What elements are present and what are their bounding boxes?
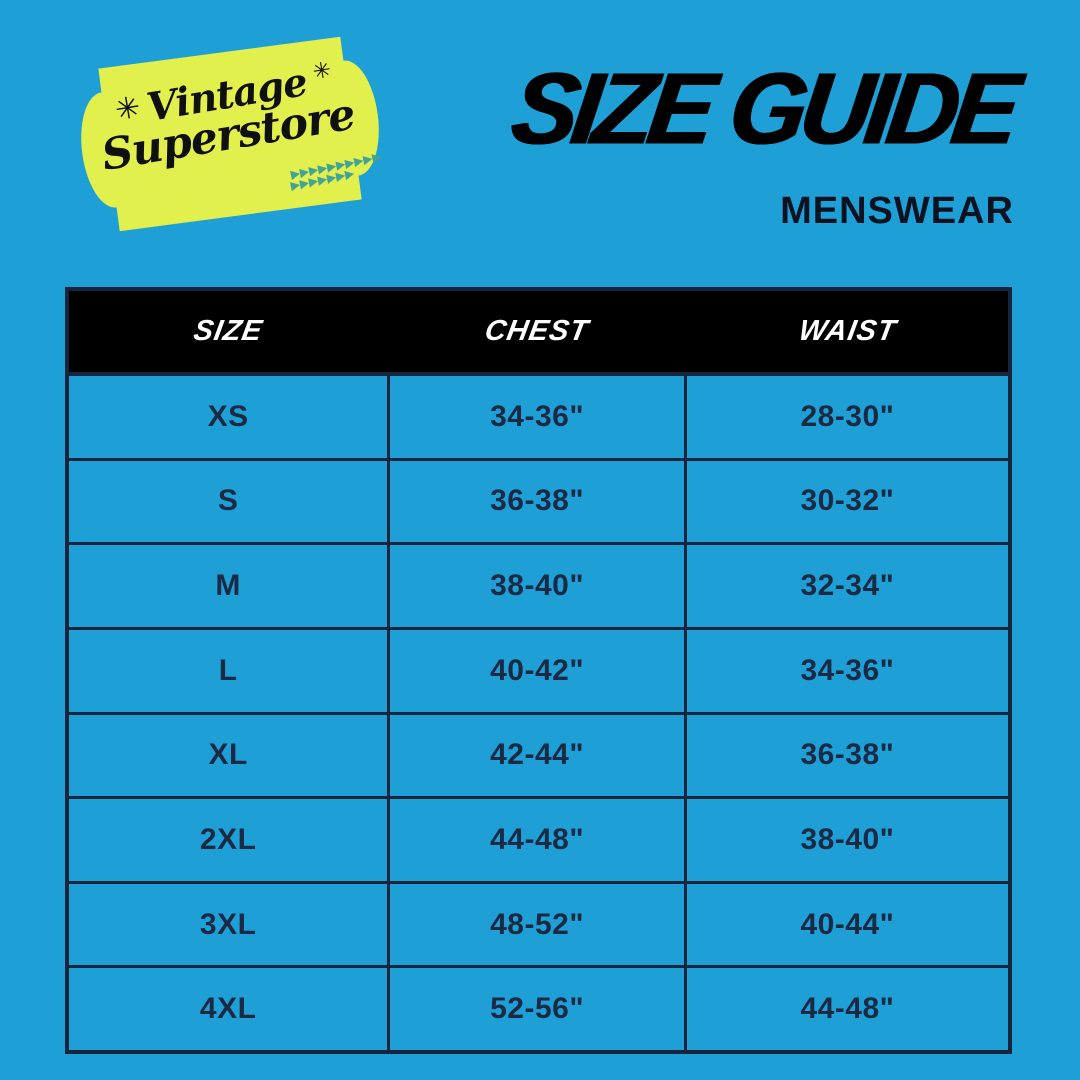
waist-cell: 28-30" [800,399,895,433]
chest-cell: 40-42" [387,629,687,712]
column-header-waist: WAIST [796,315,899,347]
waist-cell: 38-40" [800,822,895,856]
table-header-row: SIZE CHEST WAIST [69,291,1008,376]
table-row: M 38-40" 32-34" [69,545,1008,630]
table-row: 2XL 44-48" 38-40" [69,799,1008,884]
table-row: 4XL 52-56" 44-48" [69,968,1008,1050]
chest-cell: 44-48" [387,799,687,881]
size-table: SIZE CHEST WAIST XS 34-36" 28-30" S 36-3… [65,287,1012,1054]
page-subtitle: MENSWEAR [780,190,1014,232]
waist-cell: 40-44" [800,907,895,941]
chest-cell: 38-40" [387,545,687,627]
size-cell: S [217,484,239,518]
waist-cell: 36-38" [800,738,895,772]
chest-cell: 36-38" [387,460,687,543]
column-header-size: SIZE [191,315,266,347]
size-cell: 4XL [199,992,257,1026]
waist-cell: 44-48" [800,992,895,1026]
size-cell: L [218,653,238,687]
size-cell: 3XL [199,907,257,941]
store-logo-text: ✳Vintage✳ Superstore [80,30,379,237]
page-title: SIZE GUIDE [506,51,1023,166]
table-row: L 40-42" 34-36" [69,629,1008,715]
table-row: XS 34-36" 28-30" [69,376,1008,461]
size-cell: XL [208,738,248,772]
chest-cell: 42-44" [387,714,687,797]
chest-cell: 48-52" [387,883,687,966]
title-block: SIZE GUIDE MENSWEAR [506,44,1022,233]
column-header-chest: CHEST [482,315,592,347]
table-row: XL 42-44" 36-38" [69,714,1008,800]
size-cell: XS [207,399,249,433]
sparkle-icon: ✳ [112,89,142,129]
waist-cell: 32-34" [800,569,895,603]
table-row: S 36-38" 30-32" [69,460,1008,546]
waist-cell: 34-36" [800,653,895,687]
size-cell: 2XL [199,822,257,856]
sparkle-icon: ✳ [310,57,333,86]
table-row: 3XL 48-52" 40-44" [69,883,1008,969]
size-cell: M [215,569,241,603]
chest-cell: 34-36" [387,376,687,458]
store-logo-badge: ✳Vintage✳ Superstore ▶▶▶▶▶▶▶▶▶▶ ▶▶▶▶▶▶▶ [81,35,383,234]
waist-cell: 30-32" [800,484,895,518]
badge-shape [81,36,379,232]
chest-cell: 52-56" [387,968,687,1050]
